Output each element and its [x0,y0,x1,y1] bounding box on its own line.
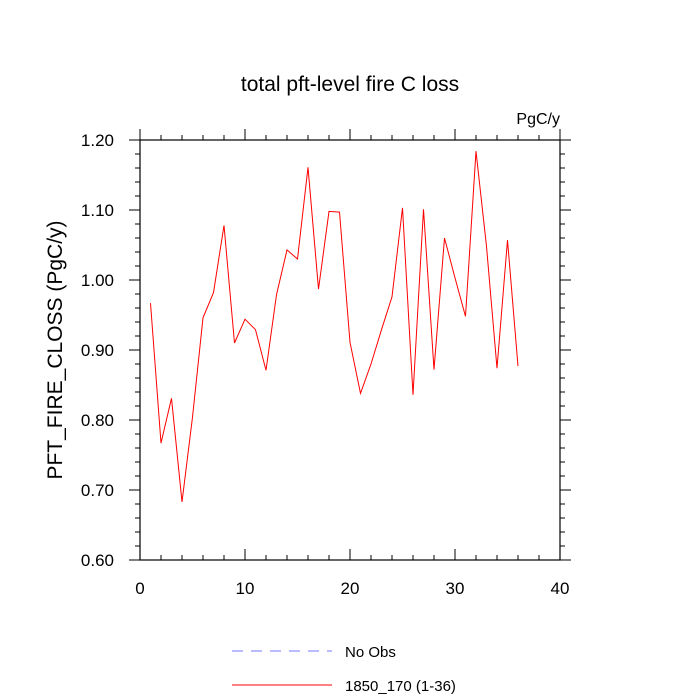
y-tick-label: 1.00 [81,271,114,290]
x-tick-label: 30 [446,579,465,598]
series-group [150,151,519,502]
x-tick-label: 40 [551,579,570,598]
y-tick-label: 0.80 [81,411,114,430]
axis-ticks [129,129,571,561]
y-tick-label: 1.10 [81,201,114,220]
x-tick-label: 10 [236,579,255,598]
legend-label-1850-170: 1850_170 (1-36) [345,678,456,695]
legend: No Obs 1850_170 (1-36) [232,644,456,695]
x-tick-label: 20 [341,579,360,598]
series-line [150,151,519,502]
chart-title: total pft-level fire C loss [241,73,459,96]
plot-frame [139,139,561,561]
axis-tick-labels: 0 10 20 30 40 0.60 0.70 0.80 0.90 1.00 1.10 1.20 [81,131,570,598]
y-tick-label: 0.70 [81,481,114,500]
y-tick-label: 0.90 [81,341,114,360]
y-axis-label: PFT_FIRE_CLOSS (PgC/y) [44,220,67,479]
legend-label-no-obs: No Obs [345,644,396,661]
y-tick-label: 1.20 [81,131,114,150]
units-label: PgC/y [516,111,560,128]
x-tick-label: 0 [135,579,144,598]
y-tick-label: 0.60 [81,551,114,570]
